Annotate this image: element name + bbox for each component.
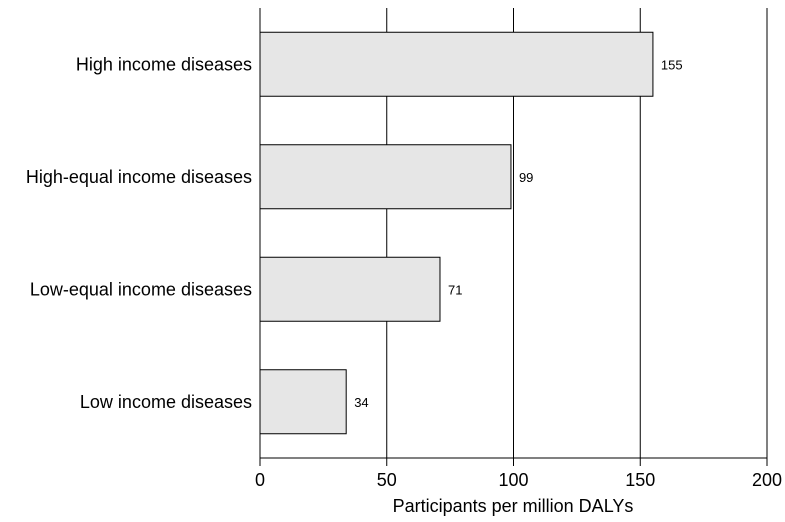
data-label-1: 155 — [661, 57, 683, 72]
x-axis-title: Participants per million DALYs — [393, 496, 634, 516]
data-label-2: 99 — [519, 170, 533, 185]
bars — [259, 31, 654, 435]
x-tick-label-150: 150 — [625, 470, 655, 490]
data-label-4: 34 — [354, 395, 368, 410]
x-axis — [259, 8, 768, 466]
category-label-2: High-equal income diseases — [26, 167, 252, 187]
category-label-3: Low-equal income diseases — [30, 279, 252, 299]
x-tick-label-0: 0 — [255, 470, 265, 490]
data-label-3: 71 — [448, 282, 462, 297]
labels: 0 50 100 150 200 High income diseases 155 High-… — [26, 54, 782, 490]
category-label-4: Low income diseases — [80, 392, 252, 412]
category-label-1: High income diseases — [76, 54, 252, 74]
x-tick-label-100: 100 — [498, 470, 528, 490]
bar-2 — [259, 144, 512, 210]
bar-1 — [259, 31, 654, 97]
bar-4 — [259, 369, 347, 435]
bar-3 — [259, 256, 441, 322]
x-tick-label-50: 50 — [377, 470, 397, 490]
x-tick-label-200: 200 — [752, 470, 782, 490]
